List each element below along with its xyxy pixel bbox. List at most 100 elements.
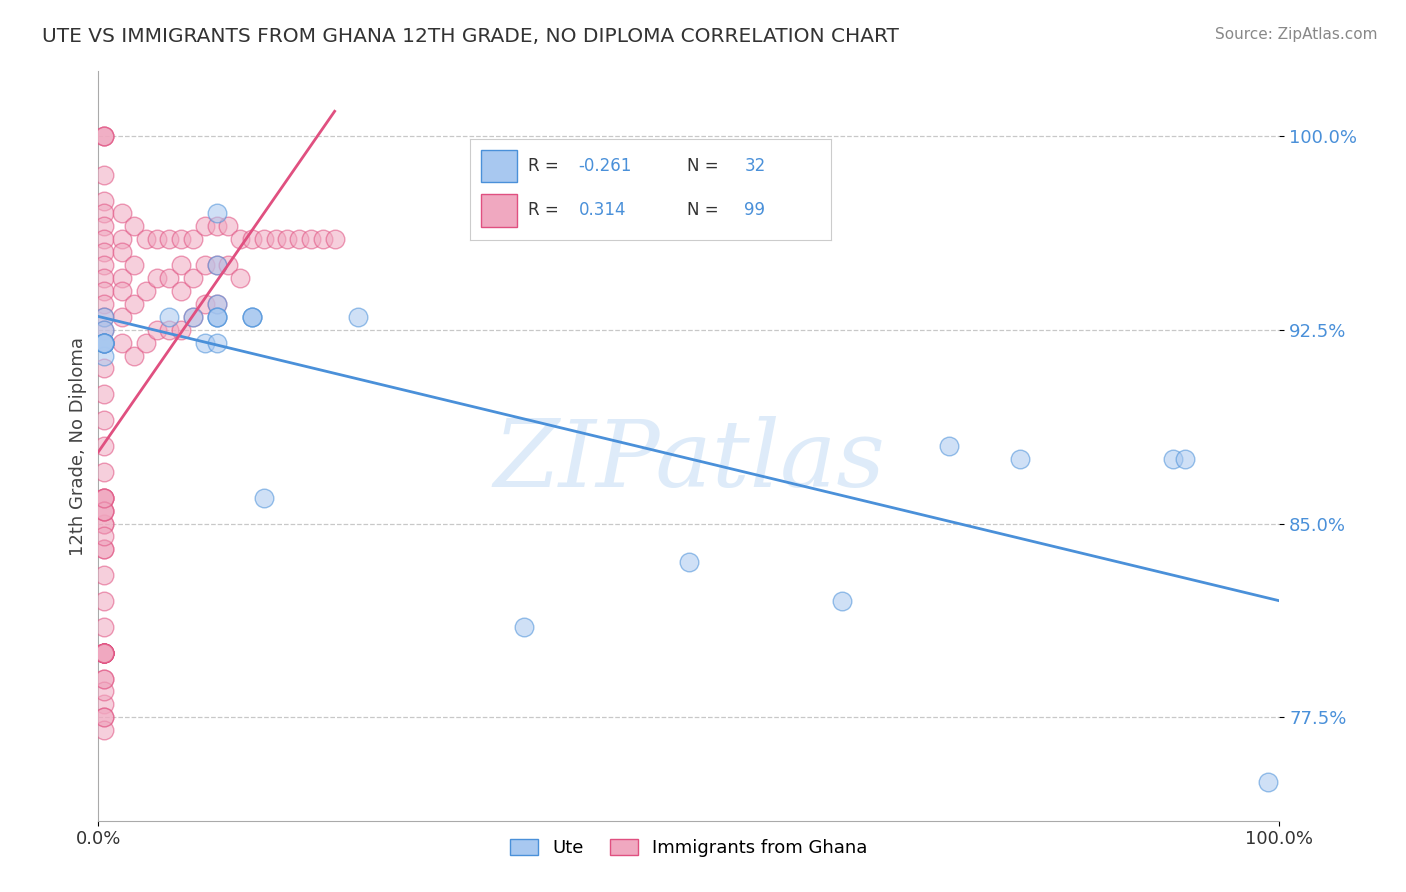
Point bbox=[347, 310, 370, 324]
Point bbox=[170, 258, 193, 272]
Text: Source: ZipAtlas.com: Source: ZipAtlas.com bbox=[1215, 27, 1378, 42]
Point bbox=[93, 646, 115, 660]
Point bbox=[194, 258, 217, 272]
Point bbox=[93, 516, 115, 531]
Point bbox=[93, 516, 115, 531]
Point bbox=[93, 335, 115, 350]
Point bbox=[157, 310, 180, 324]
Point bbox=[93, 323, 115, 337]
Point bbox=[93, 387, 115, 401]
Point bbox=[205, 219, 228, 234]
Point bbox=[135, 284, 157, 298]
Point bbox=[93, 168, 115, 182]
Point bbox=[276, 232, 298, 246]
Point bbox=[831, 594, 853, 608]
Point bbox=[240, 232, 263, 246]
Point bbox=[93, 194, 115, 208]
Point bbox=[512, 620, 534, 634]
Point bbox=[205, 310, 228, 324]
Point bbox=[1257, 775, 1279, 789]
Point bbox=[93, 361, 115, 376]
Point bbox=[93, 568, 115, 582]
Point bbox=[93, 698, 115, 712]
Point bbox=[93, 310, 115, 324]
Point bbox=[111, 206, 134, 220]
Point bbox=[93, 646, 115, 660]
Point bbox=[111, 245, 134, 260]
Point bbox=[181, 310, 204, 324]
Point bbox=[288, 232, 311, 246]
Point bbox=[93, 646, 115, 660]
Point bbox=[111, 284, 134, 298]
Point bbox=[93, 710, 115, 724]
Point bbox=[111, 310, 134, 324]
Point bbox=[1174, 451, 1197, 466]
Point bbox=[146, 271, 169, 285]
Point bbox=[1161, 451, 1184, 466]
Point bbox=[122, 219, 145, 234]
Point bbox=[181, 271, 204, 285]
Point bbox=[93, 542, 115, 557]
Point bbox=[93, 646, 115, 660]
Point bbox=[93, 646, 115, 660]
Point bbox=[93, 646, 115, 660]
Point bbox=[205, 258, 228, 272]
Point bbox=[93, 465, 115, 479]
Point bbox=[170, 232, 193, 246]
Point bbox=[93, 284, 115, 298]
Point bbox=[93, 128, 115, 143]
Point bbox=[93, 219, 115, 234]
Point bbox=[93, 413, 115, 427]
Point bbox=[217, 258, 239, 272]
Point bbox=[93, 232, 115, 246]
Point bbox=[93, 439, 115, 453]
Point bbox=[93, 491, 115, 505]
Point bbox=[93, 646, 115, 660]
Point bbox=[678, 555, 700, 569]
Point bbox=[938, 439, 960, 453]
Point bbox=[93, 620, 115, 634]
Point bbox=[312, 232, 335, 246]
Point bbox=[93, 646, 115, 660]
Point bbox=[93, 335, 115, 350]
Point bbox=[122, 349, 145, 363]
Point bbox=[229, 232, 252, 246]
Point bbox=[93, 335, 115, 350]
Point bbox=[93, 310, 115, 324]
Point bbox=[205, 297, 228, 311]
Point bbox=[194, 335, 217, 350]
Point bbox=[93, 297, 115, 311]
Legend: Ute, Immigrants from Ghana: Ute, Immigrants from Ghana bbox=[503, 831, 875, 864]
Point bbox=[93, 672, 115, 686]
Point bbox=[181, 232, 204, 246]
Point bbox=[205, 310, 228, 324]
Point bbox=[217, 219, 239, 234]
Point bbox=[157, 323, 180, 337]
Point bbox=[93, 323, 115, 337]
Point bbox=[93, 646, 115, 660]
Point bbox=[93, 491, 115, 505]
Text: UTE VS IMMIGRANTS FROM GHANA 12TH GRADE, NO DIPLOMA CORRELATION CHART: UTE VS IMMIGRANTS FROM GHANA 12TH GRADE,… bbox=[42, 27, 898, 45]
Point bbox=[93, 335, 115, 350]
Point bbox=[323, 232, 346, 246]
Point bbox=[93, 503, 115, 517]
Point bbox=[93, 646, 115, 660]
Point bbox=[146, 232, 169, 246]
Point bbox=[253, 491, 276, 505]
Point bbox=[135, 232, 157, 246]
Point bbox=[93, 271, 115, 285]
Point bbox=[93, 542, 115, 557]
Point bbox=[240, 310, 263, 324]
Point bbox=[157, 271, 180, 285]
Point bbox=[93, 335, 115, 350]
Point bbox=[229, 271, 252, 285]
Point bbox=[111, 232, 134, 246]
Text: ZIPatlas: ZIPatlas bbox=[494, 416, 884, 506]
Point bbox=[157, 232, 180, 246]
Point bbox=[93, 503, 115, 517]
Point bbox=[93, 491, 115, 505]
Point bbox=[1008, 451, 1031, 466]
Point bbox=[299, 232, 322, 246]
Point bbox=[93, 646, 115, 660]
Point bbox=[253, 232, 276, 246]
